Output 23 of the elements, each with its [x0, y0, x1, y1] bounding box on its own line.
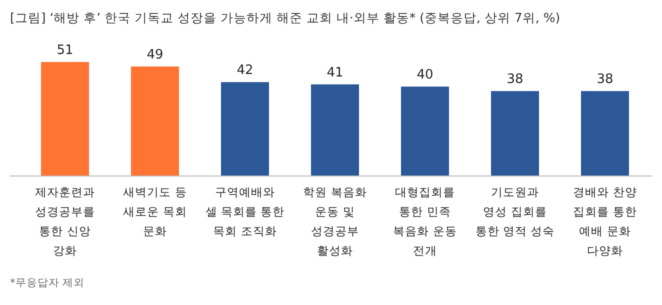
text: *무응답자 제외: [10, 277, 85, 289]
x-tick-label: 새벽기도 등 새로운 목회 문화: [123, 185, 187, 238]
data-label: 38: [596, 72, 614, 88]
bar: [41, 62, 89, 176]
bar: [221, 82, 269, 176]
x-tick-label: 경배와 찬양 집회를 통한 예배 문화 다양화: [573, 185, 637, 258]
data-label: 42: [236, 63, 254, 78]
bar: [131, 66, 179, 176]
data-label: 49: [146, 47, 164, 62]
data-label: 41: [326, 65, 344, 80]
x-tick-label: 학원 복음화 운동 및 성경공부 활성화: [303, 185, 367, 258]
bar: [491, 91, 539, 176]
bar: [311, 84, 359, 176]
x-tick-label: 구역예배와 셀 목회를 통한 목회 조직화: [205, 185, 285, 238]
x-tick-label: 대형집회를 통한 민족 복음화 운동 전개: [393, 185, 457, 258]
chart-title: [그림] ‘해방 후’ 한국 기독교 성장을 가능하게 해준 교회 내·외부 활동* (중복응답, 상위 7위, %): [10, 10, 560, 25]
x-tick-label: 기도원과 영성 집회를 통한 영적 성숙: [475, 185, 555, 238]
data-label: 40: [416, 68, 434, 83]
x-tick-label: 제자훈련과 성경공부를 통한 신앙 강화: [35, 185, 95, 258]
data-label: 51: [56, 43, 74, 58]
bar: [581, 91, 629, 176]
bar: [401, 86, 449, 176]
data-label: 38: [506, 72, 524, 88]
